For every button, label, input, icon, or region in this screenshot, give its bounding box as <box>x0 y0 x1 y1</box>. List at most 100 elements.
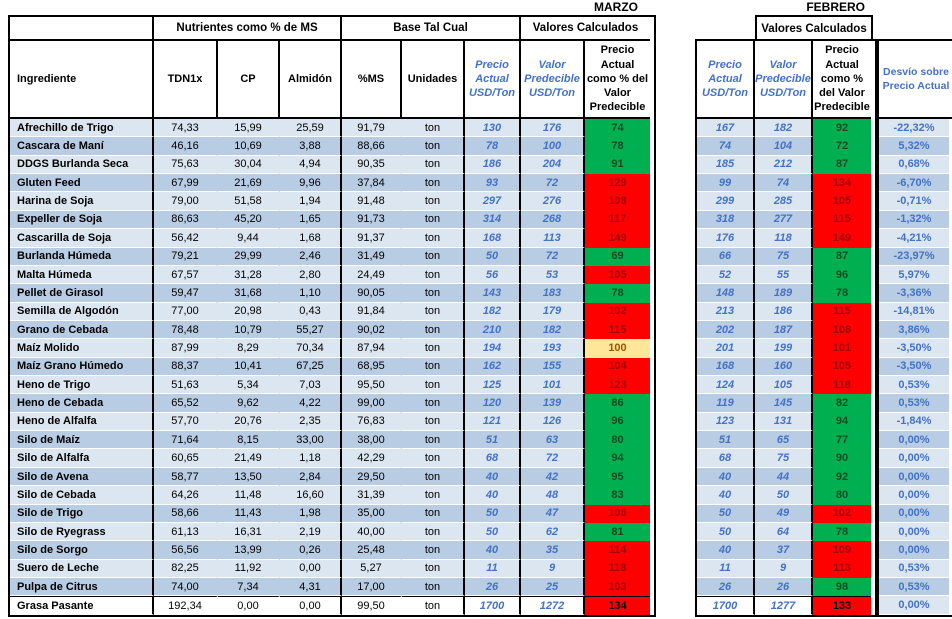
ingredient-cell: Silo de Alfalfa <box>10 449 154 468</box>
table-row: Afrechillo de Trigo 74,33 15,99 25,59 91,79 t… <box>10 119 654 138</box>
cp-cell: 10,79 <box>218 320 280 340</box>
unidades-cell: ton <box>402 394 465 413</box>
desvio-cell: 0,53% <box>879 559 949 578</box>
valor-predecible-cell: 276 <box>521 192 585 211</box>
pct-valor-cell: 104 <box>585 357 650 377</box>
unidades-cell: ton <box>402 210 465 230</box>
table-row: 0,53% <box>879 559 952 578</box>
unidades-cell: ton <box>402 284 465 303</box>
ms-cell: 91,84 <box>342 302 402 321</box>
table-row: -4,21% <box>879 229 952 248</box>
almidon-cell: 2,19 <box>280 522 342 542</box>
cp-cell: 0,00 <box>218 596 280 615</box>
desvio-cell: -3,50% <box>879 357 949 377</box>
table-row: -23,97% <box>879 247 952 266</box>
pct-valor-cell: 106 <box>585 504 650 523</box>
table-row: Silo de Sorgo 56,56 13,99 0,26 25,48 ton 40 35 1… <box>10 541 654 560</box>
ingredient-cell: Silo de Avena <box>10 467 154 487</box>
header-cp: CP <box>218 41 280 119</box>
table-row: -3,50% <box>879 339 952 358</box>
table-row: 176 118 149 <box>697 229 875 248</box>
ms-cell: 88,66 <box>342 137 402 156</box>
pct-valor-cell: 100 <box>585 339 650 358</box>
cp-cell: 31,68 <box>218 284 280 303</box>
precio-actual-cell: 1700 <box>465 596 521 615</box>
precio-actual-cell: 50 <box>697 504 755 523</box>
desvio-cell: 0,53% <box>879 376 949 395</box>
precio-actual-cell: 51 <box>465 431 521 450</box>
unidades-cell: ton <box>402 376 465 395</box>
ms-cell: 91,48 <box>342 192 402 211</box>
table-row: Silo de Ryegrass 61,13 16,31 2,19 40,00 ton 50… <box>10 522 654 542</box>
header-pct-previous: Precio Actual como % del Valor Predecibl… <box>813 41 871 119</box>
precio-actual-cell: 185 <box>697 155 755 175</box>
table-row: 0,00% <box>879 467 952 487</box>
tdn1x-cell: 59,47 <box>154 284 218 303</box>
valor-predecible-cell: 187 <box>755 320 813 340</box>
table-row: -14,81% <box>879 302 952 321</box>
ms-cell: 90,02 <box>342 320 402 340</box>
ms-cell: 91,37 <box>342 229 402 248</box>
tdn1x-cell: 74,33 <box>154 119 218 138</box>
pct-valor-cell: 103 <box>585 577 650 597</box>
table-row: -6,70% <box>879 174 952 193</box>
valor-predecible-cell: 182 <box>755 119 813 138</box>
valor-predecible-cell: 199 <box>755 339 813 358</box>
valor-predecible-cell: 179 <box>521 302 585 321</box>
valor-predecible-cell: 65 <box>755 431 813 450</box>
almidon-cell: 16,60 <box>280 486 342 505</box>
table-row: 167 182 92 <box>697 119 875 138</box>
table-row: 26 26 98 <box>697 577 875 597</box>
desvio-cell: -4,21% <box>879 229 949 248</box>
table-row: Semilla de Algodón 77,00 20,98 0,43 91,84 ton… <box>10 302 654 321</box>
unidades-cell: ton <box>402 229 465 248</box>
table-row: Heno de Alfalfa 57,70 20,76 2,35 76,83 ton 121… <box>10 412 654 432</box>
header-unidades: Unidades <box>402 41 465 119</box>
table-row: Suero de Leche 82,25 11,92 0,00 5,27 ton 11 9 11… <box>10 559 654 578</box>
table-row: 148 189 78 <box>697 284 875 303</box>
unidades-cell: ton <box>402 174 465 193</box>
table-row: 0,00% <box>879 449 952 468</box>
unidades-cell: ton <box>402 577 465 597</box>
precio-actual-cell: 121 <box>465 412 521 432</box>
deviation-table: Desvío sobre Precio Actual -22,32% 5,32% 0… <box>877 39 952 617</box>
almidon-cell: 4,22 <box>280 394 342 413</box>
precio-actual-cell: 130 <box>465 119 521 138</box>
ingredient-cell: Heno de Trigo <box>10 376 154 395</box>
pct-valor-cell: 134 <box>813 174 871 193</box>
desvio-cell: 5,32% <box>879 137 949 156</box>
valor-predecible-cell: 53 <box>521 265 585 285</box>
pct-valor-cell: 105 <box>813 192 871 211</box>
precio-actual-cell: 314 <box>465 210 521 230</box>
group-header-row: Nutrientes como % de MS Base Tal Cual Va… <box>10 17 654 41</box>
valor-predecible-cell: 75 <box>755 449 813 468</box>
desvio-cell: -6,70% <box>879 174 949 193</box>
deviation-table-body: -22,32% 5,32% 0,68% -6,70% -0,71% -1,32% -4,21… <box>879 119 952 615</box>
almidon-cell: 25,59 <box>280 119 342 138</box>
header-desvio: Desvío sobre Precio Actual <box>879 41 952 119</box>
valor-predecible-cell: 118 <box>755 229 813 248</box>
month-label-previous: FEBRERO <box>806 0 865 14</box>
table-row: Silo de Avena 58,77 13,50 2,84 29,50 ton 40 42 9… <box>10 467 654 487</box>
table-row: 66 75 87 <box>697 247 875 266</box>
pct-valor-cell: 78 <box>585 284 650 303</box>
table-row: 5,32% <box>879 137 952 156</box>
header-tdn1x: TDN1x <box>154 41 218 119</box>
table-row: 3,86% <box>879 320 952 340</box>
table-row: Expeller de Soja 86,63 45,20 1,65 91,73 ton 31… <box>10 210 654 230</box>
pct-valor-cell: 80 <box>813 486 871 505</box>
valor-predecible-cell: 72 <box>521 247 585 266</box>
unidades-cell: ton <box>402 119 465 138</box>
precio-actual-cell: 120 <box>465 394 521 413</box>
cp-cell: 15,99 <box>218 119 280 138</box>
pct-valor-cell: 78 <box>813 522 871 542</box>
ms-cell: 25,48 <box>342 541 402 560</box>
unidades-cell: ton <box>402 412 465 432</box>
precio-actual-cell: 186 <box>465 155 521 175</box>
precio-actual-cell: 51 <box>697 431 755 450</box>
almidon-cell: 2,80 <box>280 265 342 285</box>
almidon-cell: 2,84 <box>280 467 342 487</box>
pct-valor-cell: 118 <box>813 376 871 395</box>
table-row: 1700 1277 133 <box>697 596 875 615</box>
ms-cell: 35,00 <box>342 504 402 523</box>
